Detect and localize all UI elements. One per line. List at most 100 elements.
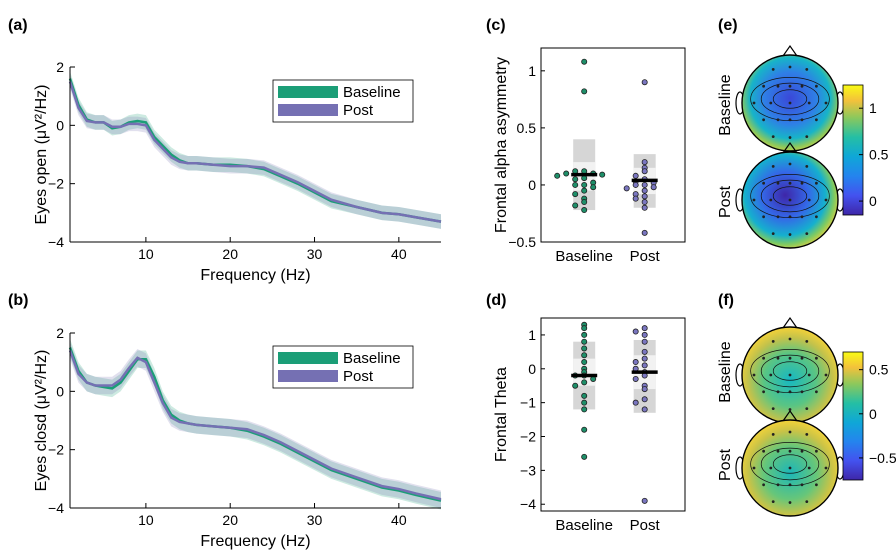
nose — [782, 141, 798, 154]
legend-label-baseline: Baseline — [343, 350, 401, 367]
data-point-post — [632, 195, 639, 202]
electrode — [776, 118, 780, 122]
electrode — [815, 356, 818, 360]
data-point-baseline — [581, 207, 588, 214]
data-point-post — [641, 348, 648, 355]
x-tick-label: Baseline — [555, 248, 613, 265]
x-tick-label: Post — [630, 517, 661, 534]
data-point-baseline — [572, 181, 579, 188]
y-axis-label: Eyes open (μV²/Hz) — [33, 85, 50, 225]
data-point-post — [641, 204, 648, 211]
contour-line — [760, 82, 820, 116]
band-post — [70, 74, 441, 229]
electrode — [776, 215, 780, 219]
data-point-baseline — [581, 187, 588, 194]
electrode — [762, 449, 765, 453]
colorbar-tick-label: 0 — [869, 406, 877, 422]
electrode — [800, 118, 804, 122]
electrode — [788, 136, 792, 139]
x-tick-label: 10 — [138, 512, 154, 528]
x-tick-label: 10 — [138, 246, 154, 262]
colorbar-tick-label: 1 — [869, 100, 877, 116]
contour-line — [760, 354, 820, 388]
y-tick-label: 0 — [528, 177, 536, 193]
electrode — [788, 483, 792, 487]
data-point-baseline — [581, 88, 588, 95]
row-label-post: Post — [717, 448, 734, 481]
electrode — [800, 390, 804, 394]
electrode — [800, 215, 804, 219]
y-tick-label: −2 — [48, 442, 64, 458]
y-tick-label: −4 — [48, 500, 64, 516]
legend-swatch-post — [278, 104, 338, 116]
data-point-post — [632, 172, 639, 179]
panel-label-d: (d) — [486, 292, 506, 309]
y-tick-label: 0 — [56, 117, 64, 133]
data-point-baseline — [581, 331, 588, 338]
data-point-post — [641, 355, 648, 362]
y-axis-label: Frontal Theta — [493, 367, 510, 462]
electrode — [788, 84, 792, 88]
electrode — [824, 198, 828, 202]
panel-label-c: (c) — [486, 17, 506, 34]
electrode — [771, 340, 775, 343]
electrode — [815, 483, 818, 487]
electrode — [800, 356, 804, 360]
series-line-post — [68, 81, 442, 223]
colorbar-tick-label: 0 — [869, 193, 877, 209]
electrode — [824, 466, 828, 470]
electrode — [805, 407, 809, 410]
legend-label-post: Post — [343, 368, 374, 385]
electrode — [815, 390, 818, 394]
x-tick-label: 40 — [391, 512, 407, 528]
panel-label-b: (b) — [8, 292, 28, 309]
electrode — [752, 101, 756, 105]
band-baseline — [70, 71, 441, 229]
y-tick-label: 0 — [528, 361, 536, 377]
data-point-post — [641, 406, 648, 413]
data-point-baseline — [581, 399, 588, 406]
electrode — [800, 84, 804, 88]
electrode — [788, 162, 792, 166]
electrode — [776, 84, 780, 88]
electrode — [805, 165, 809, 168]
electrode — [762, 356, 765, 360]
data-point-post — [641, 497, 648, 504]
electrode — [788, 390, 792, 394]
x-axis-label: Frequency (Hz) — [200, 267, 310, 284]
electrode — [771, 135, 775, 139]
data-point-baseline — [572, 202, 579, 209]
electrode — [788, 118, 792, 122]
electrode — [769, 466, 773, 470]
data-point-baseline — [581, 58, 588, 65]
data-point-baseline — [581, 406, 588, 413]
x-tick-label: 40 — [391, 246, 407, 262]
legend-swatch-post — [278, 370, 338, 382]
electrode — [771, 232, 775, 236]
data-point-baseline — [563, 170, 570, 177]
chart-frontal-theta: Baseline Post 1 0 −1 −2 −3 −4 Frontal Theta — [493, 317, 686, 534]
electrode — [788, 501, 792, 504]
electrode — [762, 483, 765, 487]
y-tick-label: −4 — [48, 234, 64, 250]
electrode — [800, 483, 804, 487]
electrode — [824, 373, 828, 377]
y-tick-label: −4 — [520, 496, 536, 512]
data-point-baseline — [581, 345, 588, 352]
electrode — [788, 430, 792, 434]
plot-frame — [540, 47, 686, 243]
colorbar-tick-label: −0.5 — [869, 450, 896, 466]
electrode — [788, 198, 792, 202]
electrode — [805, 433, 809, 436]
electrode — [788, 181, 792, 185]
electrode — [771, 433, 775, 436]
electrode — [788, 65, 792, 69]
data-point-post — [641, 396, 648, 403]
data-point-post — [623, 185, 630, 192]
data-point-baseline — [554, 172, 561, 179]
x-tick-label: 20 — [222, 512, 238, 528]
data-point-baseline — [581, 359, 588, 366]
electrode — [776, 483, 780, 487]
